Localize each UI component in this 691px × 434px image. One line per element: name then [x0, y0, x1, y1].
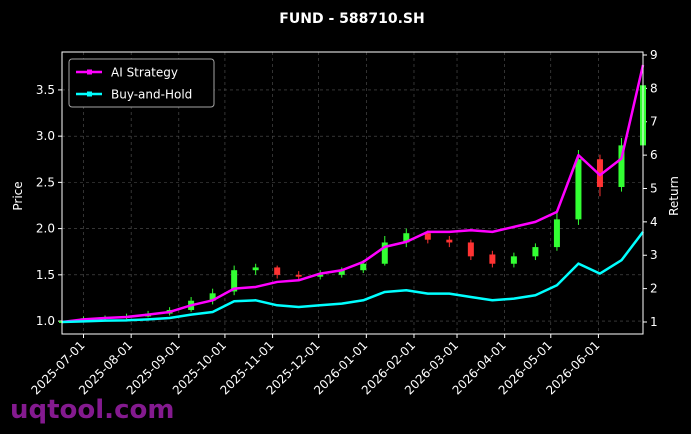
candle-body — [575, 159, 582, 220]
candle-body — [489, 254, 496, 264]
series-line — [61, 64, 645, 324]
candle-body — [360, 263, 367, 271]
legend-marker — [87, 91, 92, 97]
y-tick-label: 2.5 — [36, 175, 55, 189]
y2-tick-label: 1 — [650, 315, 658, 329]
y2-tick-label: 8 — [650, 81, 658, 95]
y-axis-label: Price — [11, 181, 25, 210]
candle-body — [274, 267, 281, 275]
candle-body — [553, 219, 560, 248]
candle-body — [231, 270, 238, 292]
y2-axis-label: Return — [667, 176, 681, 216]
legend-marker — [87, 69, 92, 75]
y2-tick-label: 4 — [650, 215, 658, 229]
candle-body — [295, 274, 302, 277]
legend-label: Buy-and-Hold — [111, 88, 192, 102]
watermark: uqtool.com — [10, 395, 174, 425]
y-tick-label: 1.5 — [36, 268, 55, 282]
candle-body — [317, 274, 324, 277]
y-tick-label: 3.5 — [36, 83, 55, 97]
legend: AI Strategy Buy-and-Hold — [68, 58, 215, 108]
candle-body — [596, 159, 603, 187]
y-tick-label: 1.0 — [36, 314, 55, 328]
y2-tick-label: 5 — [650, 181, 658, 195]
candle-body — [338, 270, 345, 275]
candle-body — [467, 242, 474, 257]
chart-title: FUND - 588710.SH — [279, 11, 424, 27]
legend-label: AI Strategy — [111, 66, 178, 80]
candle-body — [424, 233, 431, 240]
candle-body — [446, 239, 453, 243]
y2-tick-label: 7 — [650, 115, 658, 129]
candle-body — [209, 293, 216, 301]
y2-tick-label: 2 — [650, 282, 658, 296]
y2-tick-label: 6 — [650, 148, 658, 162]
candle-body — [381, 242, 388, 264]
y2-tick-label: 9 — [650, 48, 658, 62]
y2-tick-label: 3 — [650, 248, 658, 262]
candle-body — [403, 233, 410, 243]
candle-body — [510, 256, 517, 264]
candle-body — [252, 267, 259, 271]
candle-body — [532, 247, 539, 257]
legend-box — [68, 58, 215, 108]
plot-frame — [61, 51, 644, 335]
series-line — [61, 231, 644, 324]
y-tick-label: 3.0 — [36, 129, 55, 143]
candle-body — [618, 145, 625, 187]
y-tick-label: 2.0 — [36, 222, 55, 236]
